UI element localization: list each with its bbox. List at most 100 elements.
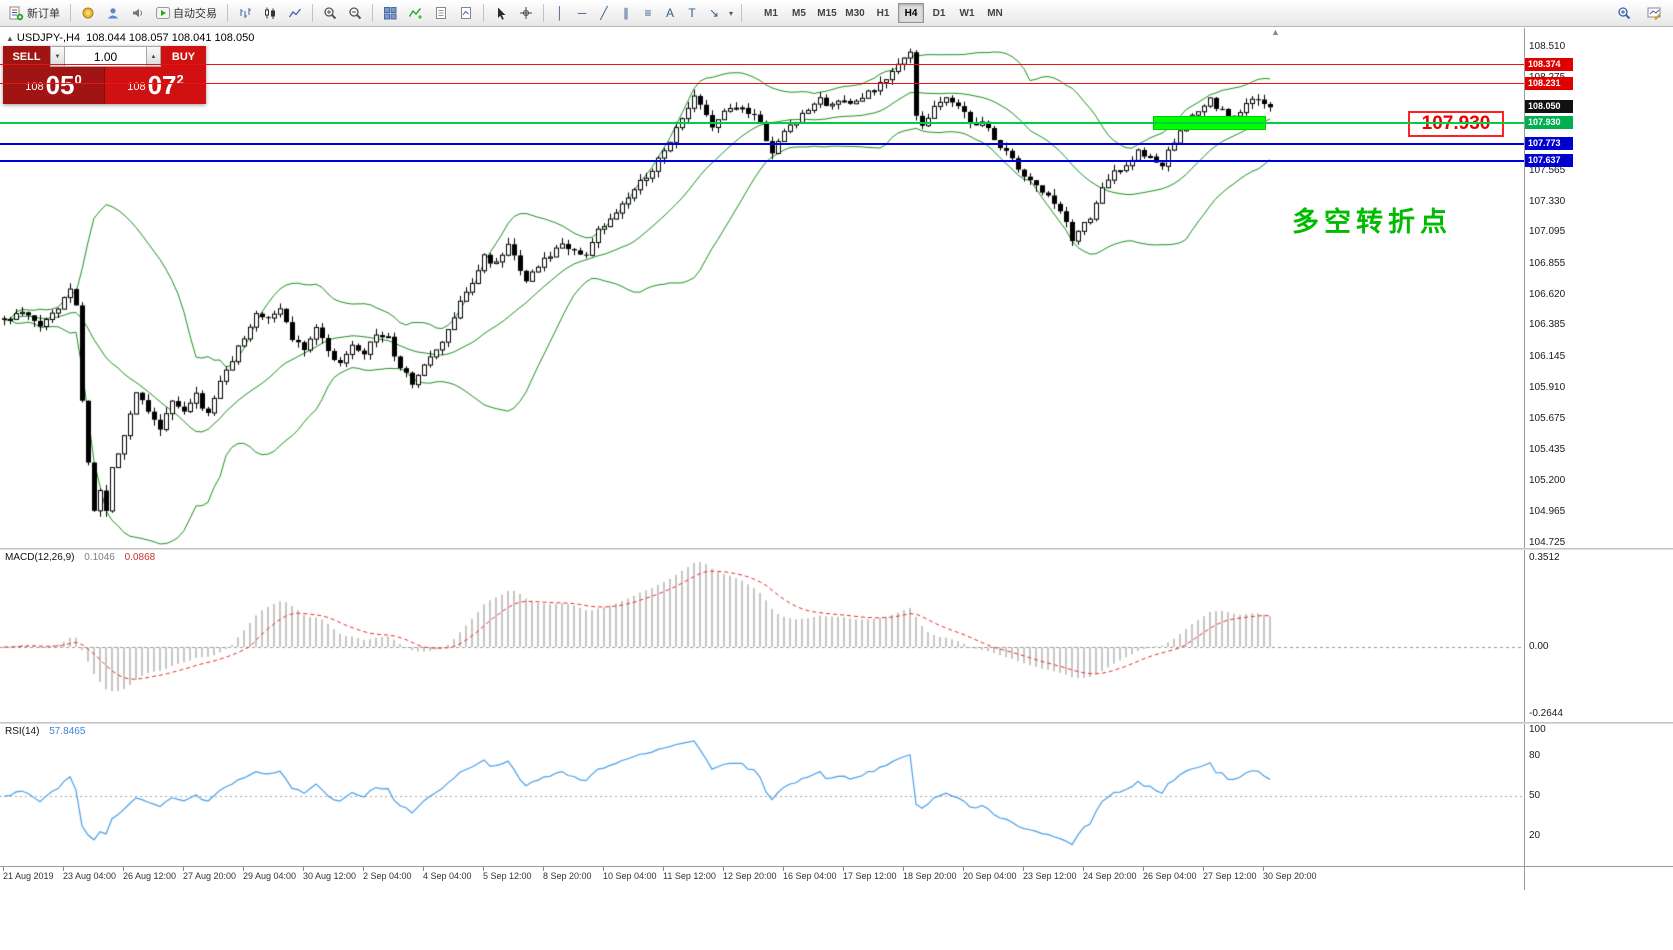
- time-axis-tick: [663, 867, 664, 871]
- price-axis-label: 107.095: [1529, 226, 1566, 238]
- arrows-dropdown-caret[interactable]: ▾: [726, 2, 736, 24]
- price-axis-label: 106.145: [1529, 350, 1566, 362]
- symbol-ohlc: 108.044 108.057 108.041 108.050: [86, 32, 255, 44]
- sell-price-button[interactable]: 108 05 0: [3, 67, 105, 104]
- toolbar-separator: [483, 4, 484, 22]
- arrows-tool[interactable]: ↘: [708, 6, 720, 20]
- label-tool[interactable]: T: [688, 6, 696, 20]
- indicators-icon: [408, 8, 422, 19]
- time-axis-label: 30 Aug 12:00: [303, 871, 357, 881]
- bar-chart-type-button[interactable]: [233, 2, 257, 24]
- timeframe-d1-button[interactable]: D1: [932, 7, 946, 19]
- panel-splitter[interactable]: [0, 722, 1673, 724]
- timeframe-h4-button[interactable]: H4: [898, 3, 924, 23]
- cursor-button[interactable]: [489, 2, 513, 24]
- buy-price-button[interactable]: 108 07 2: [105, 67, 206, 104]
- time-axis-label: 17 Sep 12:00: [843, 871, 897, 881]
- price-tag: 108.374: [1525, 57, 1573, 71]
- timeframe-w1-button[interactable]: W1: [959, 7, 975, 19]
- one-click-trading-panel: SELL ▼ ▲ BUY 108 05 0 108 07 2: [3, 46, 206, 104]
- time-axis-label: 11 Sep 12:00: [663, 871, 716, 881]
- time-axis-tick: [1143, 867, 1144, 871]
- volume-down-button[interactable]: ▼: [50, 46, 65, 67]
- toolbar: 新订单 自动交易 │ ─ ╱ ∥ ≡ A T ↘ ▾ M1 M5 M15 M30 H1 H4 D1 W1 MN: [0, 0, 1673, 27]
- macd-signal-value: 0.0868: [124, 552, 156, 563]
- tile-windows-icon: [384, 7, 397, 20]
- crosshair-button[interactable]: [514, 2, 538, 24]
- favorites-button[interactable]: [76, 2, 100, 24]
- hline-108-374[interactable]: [0, 64, 1524, 66]
- hline-107-637[interactable]: [0, 160, 1524, 163]
- tile-windows-button[interactable]: [378, 2, 402, 24]
- macd-canvas[interactable]: [0, 550, 1524, 722]
- timeframe-m30-button[interactable]: M30: [845, 7, 865, 19]
- rsi-axis-label: 100: [1529, 724, 1546, 735]
- timeframe-m1-button[interactable]: M1: [764, 7, 778, 19]
- search-symbol-button[interactable]: [1612, 2, 1636, 24]
- time-axis-tick: [123, 867, 124, 871]
- sell-price-big: 05: [45, 70, 75, 100]
- chart-shift-marker[interactable]: ▲: [1271, 27, 1280, 37]
- timeframe-m15-button[interactable]: M15: [817, 7, 837, 19]
- macd-axis-label: 0.00: [1529, 640, 1549, 652]
- indicators-button[interactable]: [403, 2, 428, 24]
- autotrading-button[interactable]: 自动交易: [151, 2, 222, 24]
- zoom-in-button[interactable]: [318, 2, 342, 24]
- profile-button[interactable]: [101, 2, 125, 24]
- profile-icon: [107, 8, 119, 19]
- fibonacci-tool[interactable]: ≡: [644, 6, 652, 20]
- new-order-button[interactable]: 新订单: [4, 2, 65, 24]
- hline-107-93[interactable]: [0, 122, 1524, 124]
- panel-splitter[interactable]: [0, 548, 1673, 550]
- profiles-button[interactable]: [454, 2, 478, 24]
- sell-button[interactable]: SELL: [3, 46, 50, 67]
- rsi-axis-label: 20: [1529, 829, 1541, 841]
- templates-button[interactable]: [429, 2, 453, 24]
- candle-chart-type-button[interactable]: [258, 2, 282, 24]
- hline-107-773[interactable]: [0, 142, 1524, 145]
- line-chart-type-button[interactable]: [283, 2, 307, 24]
- volume-input[interactable]: [65, 46, 146, 67]
- horizontal-line-tool[interactable]: ─: [577, 6, 587, 20]
- price-tag: 108.050: [1525, 100, 1573, 114]
- cursor-icon: [498, 7, 506, 20]
- sell-price-sup: 0: [74, 72, 82, 87]
- time-axis-label: 4 Sep 04:00: [423, 871, 472, 881]
- chart-profile-icon: [461, 7, 471, 19]
- timeframe-mn-button[interactable]: MN: [987, 7, 1003, 19]
- time-axis-tick: [543, 867, 544, 871]
- new-order-label: 新订单: [27, 8, 60, 20]
- buy-button[interactable]: BUY: [161, 46, 206, 67]
- time-axis-label: 29 Aug 04:00: [243, 871, 297, 881]
- volume-up-button[interactable]: ▲: [146, 46, 161, 67]
- price-callout[interactable]: 107.930: [1408, 111, 1504, 137]
- price-axis-border: [1524, 28, 1525, 890]
- time-axis-label: 23 Sep 12:00: [1023, 871, 1077, 881]
- time-axis-tick: [183, 867, 184, 871]
- magnifier-plus-icon: [1618, 7, 1631, 20]
- toolbar-separator: [543, 4, 544, 22]
- time-axis-label: 26 Aug 12:00: [123, 871, 177, 881]
- line-chart-icon: [288, 8, 302, 18]
- hline-108-231[interactable]: [0, 83, 1524, 85]
- text-tool[interactable]: A: [665, 6, 674, 20]
- pivot-annotation[interactable]: 多空转折点: [1292, 207, 1452, 237]
- time-axis-label: 27 Aug 20:00: [183, 871, 237, 881]
- timeframe-buttons: M1 M5 M15 M30 H1 H4 D1 W1 MN: [757, 3, 1009, 23]
- vertical-line-tool[interactable]: │: [556, 6, 564, 20]
- time-axis-label: 5 Sep 12:00: [483, 871, 532, 881]
- trendline-tool[interactable]: ╱: [600, 6, 608, 20]
- rsi-axis-label: 80: [1529, 750, 1541, 762]
- zoom-out-button[interactable]: [343, 2, 367, 24]
- equidistant-channel-tool[interactable]: ∥: [623, 6, 629, 20]
- price-axis-label: 105.200: [1529, 474, 1566, 486]
- time-axis-label: 12 Sep 20:00: [723, 871, 777, 881]
- time-axis-tick: [963, 867, 964, 871]
- main-chart-canvas[interactable]: [0, 28, 1524, 548]
- timeframe-h1-button[interactable]: H1: [876, 7, 890, 19]
- rsi-canvas[interactable]: [0, 724, 1524, 866]
- timeframe-m5-button[interactable]: M5: [792, 7, 806, 19]
- alerts-button[interactable]: [126, 2, 150, 24]
- chart-edit-button[interactable]: [1642, 2, 1667, 24]
